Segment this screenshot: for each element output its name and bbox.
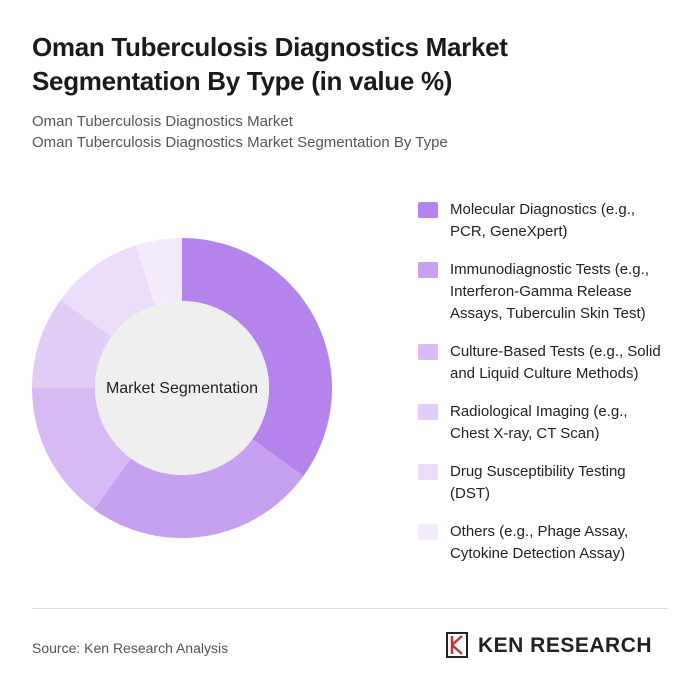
legend-label: Culture-Based Tests (e.g., Solid and Liq… <box>450 343 661 382</box>
legend: Molecular Diagnostics (e.g., PCR, GeneXp… <box>418 199 668 581</box>
brand: KEN RESEARCH <box>478 634 653 657</box>
title: Oman Tuberculosis Diagnostics Market Seg… <box>32 32 508 96</box>
legend-swatch <box>418 262 438 278</box>
subtitle: Oman Tuberculosis Diagnostics Market <box>32 113 293 130</box>
legend-swatch <box>418 202 438 218</box>
legend-swatch <box>418 344 438 360</box>
donut-segment <box>60 245 156 337</box>
donut-segment <box>182 238 332 477</box>
legend-item: Immunodiagnostic Tests (e.g., Interferon… <box>418 259 668 325</box>
legend-item: Others (e.g., Phage Assay, Cytokine Dete… <box>418 521 668 565</box>
legend-swatch <box>418 404 438 420</box>
donut-chart: Market Segmentation <box>32 238 332 538</box>
center-label: Market Segmentation <box>106 380 258 397</box>
subtitle: Oman Tuberculosis Diagnostics Market Seg… <box>32 134 448 151</box>
donut-segment <box>135 238 182 306</box>
legend-label: Radiological Imaging (e.g., Chest X-ray,… <box>450 403 628 442</box>
legend-item: Radiological Imaging (e.g., Chest X-ray,… <box>418 401 668 445</box>
donut-segment <box>32 388 131 510</box>
legend-item: Molecular Diagnostics (e.g., PCR, GeneXp… <box>418 199 668 243</box>
source: Source: Ken Research Analysis <box>32 640 229 656</box>
legend-swatch <box>418 524 438 540</box>
legend-label: Immunodiagnostic Tests (e.g., Interferon… <box>450 261 649 322</box>
legend-swatch <box>418 464 438 480</box>
donut-segment <box>93 439 304 538</box>
donut-center <box>95 301 269 475</box>
legend-item: Drug Susceptibility Testing (DST) <box>418 461 668 505</box>
legend-label: Molecular Diagnostics (e.g., PCR, GeneXp… <box>450 201 636 240</box>
legend-label: Drug Susceptibility Testing (DST) <box>450 463 626 502</box>
divider <box>32 608 668 609</box>
legend-item: Culture-Based Tests (e.g., Solid and Liq… <box>418 341 668 385</box>
donut-segment <box>32 299 112 388</box>
brand-logo <box>446 632 468 658</box>
legend-label: Others (e.g., Phage Assay, Cytokine Dete… <box>450 523 629 562</box>
